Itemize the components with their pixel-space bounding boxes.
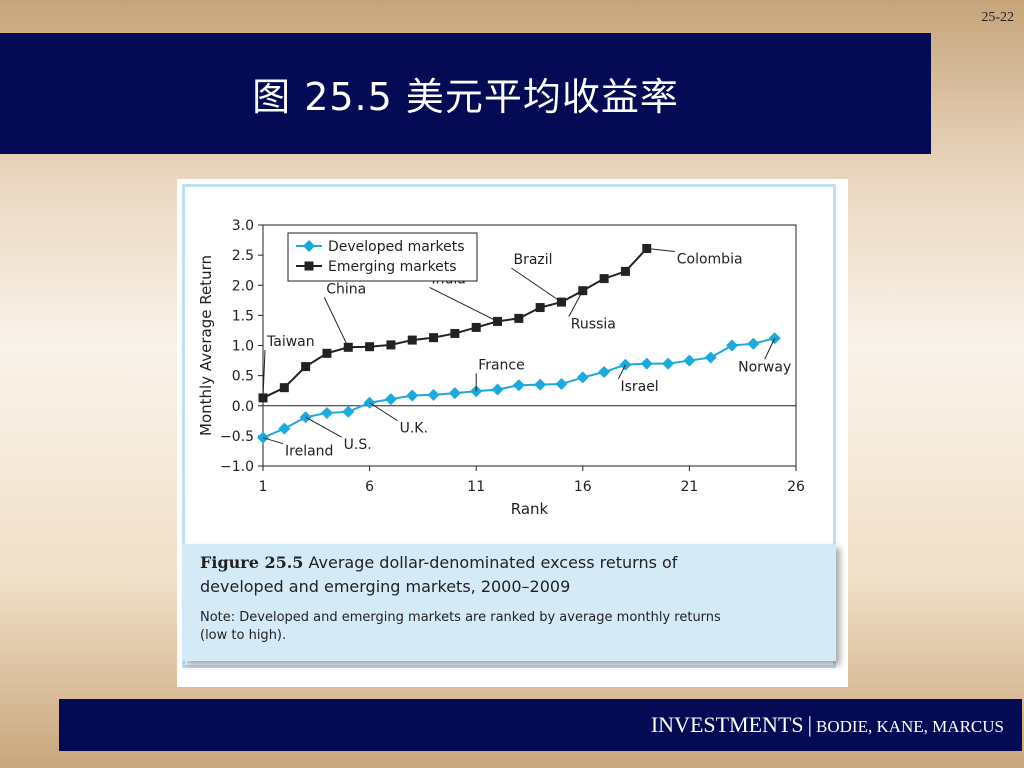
annotation-leader bbox=[511, 267, 562, 303]
x-tick-label: 6 bbox=[365, 479, 374, 495]
emerging-market-point bbox=[386, 340, 396, 350]
developed-market-point bbox=[278, 422, 291, 435]
emerging-market-point bbox=[578, 286, 588, 296]
x-tick-label: 21 bbox=[680, 479, 698, 495]
annotation-leader bbox=[617, 364, 626, 380]
developed-market-point bbox=[534, 378, 547, 391]
figure-caption: Figure 25.5 Average dollar-denominated e… bbox=[182, 544, 836, 661]
annotation-leader bbox=[369, 402, 398, 422]
developed-market-point bbox=[320, 406, 333, 419]
footer-book-title: INVESTMENTS bbox=[650, 712, 804, 737]
slide-title: 图 25.5 美元平均收益率 bbox=[252, 75, 679, 119]
developed-market-point bbox=[747, 337, 760, 350]
annotation-leader bbox=[323, 297, 349, 348]
emerging-market-point bbox=[599, 274, 609, 284]
annotation-label: Israel bbox=[620, 379, 658, 395]
footer-authors: BODIE, KANE, MARCUS bbox=[816, 717, 1004, 736]
footer-text: INVESTMENTS | BODIE, KANE, MARCUS bbox=[651, 712, 1004, 738]
legend-label: Emerging markets bbox=[328, 259, 457, 275]
annotation-label: Colombia bbox=[677, 251, 743, 267]
caption-line2: developed and emerging markets, 2000–200… bbox=[200, 577, 571, 596]
developed-market-point bbox=[662, 357, 675, 370]
annotation-leader bbox=[764, 338, 776, 360]
y-tick-label: 2.0 bbox=[232, 278, 254, 294]
annotation-label: Taiwan bbox=[266, 334, 315, 350]
annotation-label: U.S. bbox=[344, 437, 372, 453]
annotation-label: Ireland bbox=[285, 444, 333, 460]
developed-market-point bbox=[342, 405, 355, 418]
developed-market-point bbox=[704, 351, 717, 364]
emerging-market-point bbox=[429, 333, 439, 343]
developed-market-point bbox=[384, 393, 397, 406]
emerging-market-point bbox=[301, 362, 311, 372]
caption-title-line: Figure 25.5 Average dollar-denominated e… bbox=[200, 553, 677, 572]
caption-line1: Average dollar-denominated excess return… bbox=[308, 553, 678, 572]
title-bar: 图 25.5 美元平均收益率 bbox=[0, 33, 931, 154]
developed-market-point bbox=[363, 396, 376, 409]
annotation-leader bbox=[262, 437, 284, 445]
emerging-market-point bbox=[279, 383, 289, 393]
emerging-market-point bbox=[514, 313, 524, 323]
emerging-market-point bbox=[471, 322, 481, 332]
y-axis-label: Monthly Average Return bbox=[197, 255, 215, 436]
annotation-label: China bbox=[326, 281, 366, 297]
emerging-market-point bbox=[450, 328, 460, 338]
legend-label: Developed markets bbox=[328, 239, 465, 255]
annotation-label: Norway bbox=[738, 359, 791, 375]
annotation-label: Brazil bbox=[513, 252, 552, 268]
footer-bar: INVESTMENTS | BODIE, KANE, MARCUS bbox=[59, 699, 1022, 751]
y-tick-label: 3.0 bbox=[232, 218, 254, 234]
slide-number: 25-22 bbox=[981, 10, 1014, 25]
caption-note-line2: (low to high). bbox=[200, 628, 287, 643]
x-tick-label: 1 bbox=[259, 479, 268, 495]
caption-note-line1: Note: Developed and emerging markets are… bbox=[200, 610, 721, 625]
y-tick-label: 0.5 bbox=[232, 369, 254, 385]
developed-market-point bbox=[555, 378, 568, 391]
footer-separator: | bbox=[807, 712, 813, 737]
developed-market-point bbox=[576, 371, 589, 384]
caption-figure-label: Figure 25.5 bbox=[200, 553, 304, 572]
emerging-market-point bbox=[322, 348, 332, 358]
x-tick-label: 11 bbox=[467, 479, 485, 495]
annotation-leader bbox=[262, 349, 266, 398]
x-tick-label: 26 bbox=[787, 479, 805, 495]
y-tick-label: −1.0 bbox=[220, 459, 254, 475]
developed-market-point bbox=[598, 366, 611, 379]
emerging-market-point bbox=[407, 335, 417, 345]
annotation-leader bbox=[305, 416, 342, 438]
developed-market-point bbox=[491, 383, 504, 396]
developed-market-point bbox=[683, 354, 696, 367]
returns-chart: 3.02.52.01.51.00.50.0−0.5−1.01 6 11 16 21 26R… bbox=[197, 218, 805, 518]
annotation-label: Russia bbox=[571, 317, 616, 333]
annotation-leader bbox=[646, 248, 675, 252]
developed-market-point bbox=[406, 389, 419, 402]
emerging-market-point bbox=[620, 266, 630, 276]
legend-marker bbox=[303, 240, 315, 252]
y-tick-label: −0.5 bbox=[220, 429, 254, 445]
annotation-label: France bbox=[478, 357, 525, 373]
developed-market-point bbox=[427, 388, 440, 401]
developed-market-point bbox=[448, 387, 461, 400]
y-tick-label: 1.5 bbox=[232, 308, 254, 324]
emerging-market-point bbox=[642, 243, 652, 253]
developed-market-point bbox=[640, 357, 653, 370]
emerging-market-point bbox=[365, 342, 375, 352]
legend-box bbox=[287, 232, 478, 282]
annotation-label: U.K. bbox=[400, 421, 428, 437]
developed-market-point bbox=[512, 379, 525, 392]
x-tick-label: 16 bbox=[574, 479, 592, 495]
y-tick-label: 0.0 bbox=[232, 399, 254, 415]
figure-image: 3.0 2.5 2.0 1.5 1.0 0.5 0.0 −0.5 −1.0 1 6 11 16 21 26 R… bbox=[177, 179, 848, 687]
emerging-market-point bbox=[535, 303, 545, 313]
developed-market-point bbox=[726, 339, 739, 352]
legend-marker bbox=[304, 261, 314, 271]
annotation-leader bbox=[429, 286, 498, 322]
y-tick-label: 2.5 bbox=[232, 248, 254, 264]
y-tick-label: 1.0 bbox=[232, 339, 254, 355]
x-axis-label: Rank bbox=[511, 500, 549, 518]
annotation-leader bbox=[568, 290, 584, 317]
